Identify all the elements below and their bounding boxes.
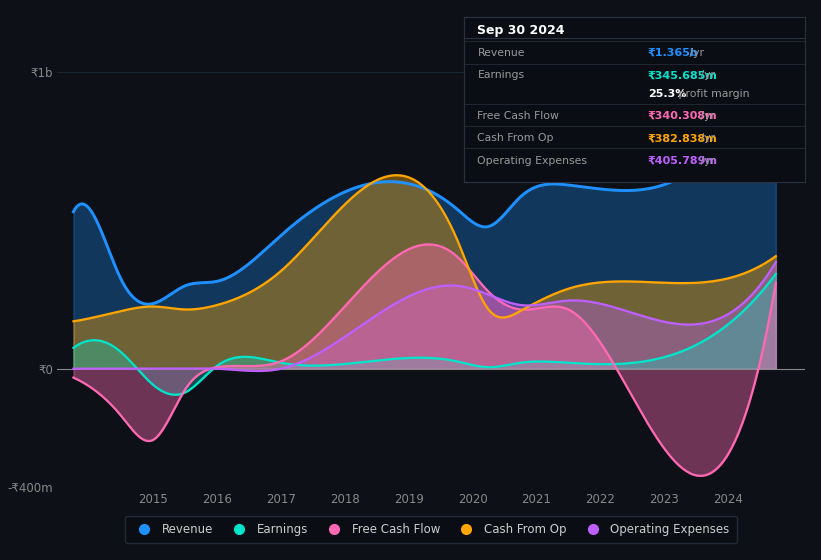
Text: ₹345.685m: ₹345.685m	[648, 71, 718, 81]
Text: Revenue: Revenue	[478, 48, 525, 58]
Text: /yr: /yr	[697, 156, 715, 166]
Text: /yr: /yr	[686, 48, 704, 58]
Text: ₹382.838m: ₹382.838m	[648, 133, 718, 143]
Text: Operating Expenses: Operating Expenses	[478, 156, 588, 166]
Text: /yr: /yr	[697, 111, 715, 121]
Text: Free Cash Flow: Free Cash Flow	[478, 111, 559, 121]
Text: Sep 30 2024: Sep 30 2024	[478, 24, 565, 37]
Text: ₹405.789m: ₹405.789m	[648, 156, 718, 166]
Text: Earnings: Earnings	[478, 71, 525, 81]
Text: ₹340.308m: ₹340.308m	[648, 111, 718, 121]
Text: /yr: /yr	[697, 71, 715, 81]
Legend: Revenue, Earnings, Free Cash Flow, Cash From Op, Operating Expenses: Revenue, Earnings, Free Cash Flow, Cash …	[126, 516, 736, 543]
Text: ₹1.365b: ₹1.365b	[648, 48, 699, 58]
Text: profit margin: profit margin	[675, 88, 750, 99]
Text: Cash From Op: Cash From Op	[478, 133, 554, 143]
Text: /yr: /yr	[697, 133, 715, 143]
Text: 25.3%: 25.3%	[648, 88, 686, 99]
